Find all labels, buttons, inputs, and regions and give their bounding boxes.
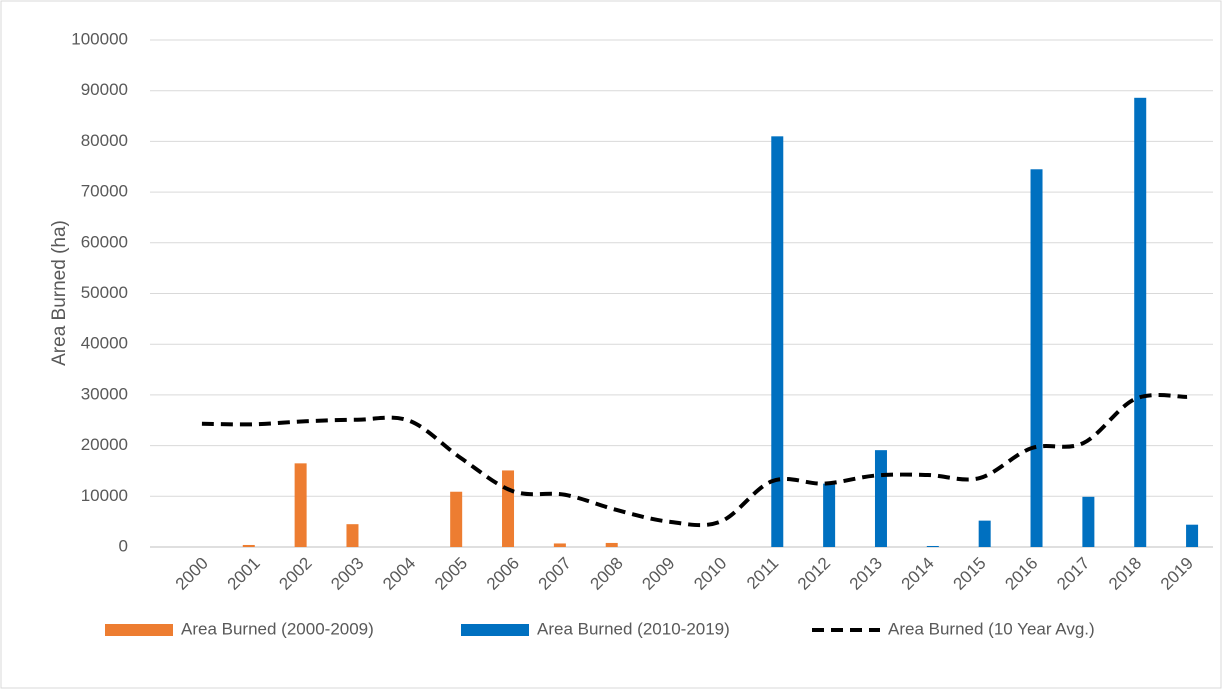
- y-tick-label: 40000: [81, 334, 128, 353]
- y-tick-label: 20000: [81, 435, 128, 454]
- bar: [823, 483, 836, 547]
- y-tick-label: 0: [119, 536, 128, 555]
- bar: [926, 545, 939, 547]
- bar: [771, 136, 784, 547]
- bar: [1082, 496, 1095, 547]
- legend-swatch: [461, 624, 529, 636]
- y-tick-label: 70000: [81, 182, 128, 201]
- bar: [1030, 169, 1043, 547]
- y-tick-label: 90000: [81, 80, 128, 99]
- y-tick-label: 80000: [81, 131, 128, 150]
- legend-label: Area Burned (2010-2019): [537, 619, 730, 638]
- avg-line: [201, 393, 1188, 528]
- y-tick-label: 100000: [71, 29, 128, 48]
- bar: [1134, 97, 1147, 547]
- bar: [242, 544, 255, 547]
- legend-swatch: [105, 624, 173, 636]
- bar: [502, 470, 515, 547]
- bar: [605, 542, 618, 547]
- bar: [874, 450, 887, 547]
- bar: [978, 520, 991, 547]
- bar: [346, 524, 359, 547]
- bar: [1186, 524, 1199, 547]
- legend-label: Area Burned (2000-2009): [181, 619, 374, 638]
- bar: [450, 491, 463, 547]
- y-tick-label: 60000: [81, 232, 128, 251]
- y-axis-label: Area Burned (ha): [49, 220, 70, 366]
- bar: [294, 463, 307, 547]
- legend-label: Area Burned (10 Year Avg.): [888, 619, 1095, 638]
- y-tick-label: 50000: [81, 283, 128, 302]
- y-tick-label: 30000: [81, 384, 128, 403]
- y-tick-label: 10000: [81, 486, 128, 505]
- bar: [553, 543, 566, 547]
